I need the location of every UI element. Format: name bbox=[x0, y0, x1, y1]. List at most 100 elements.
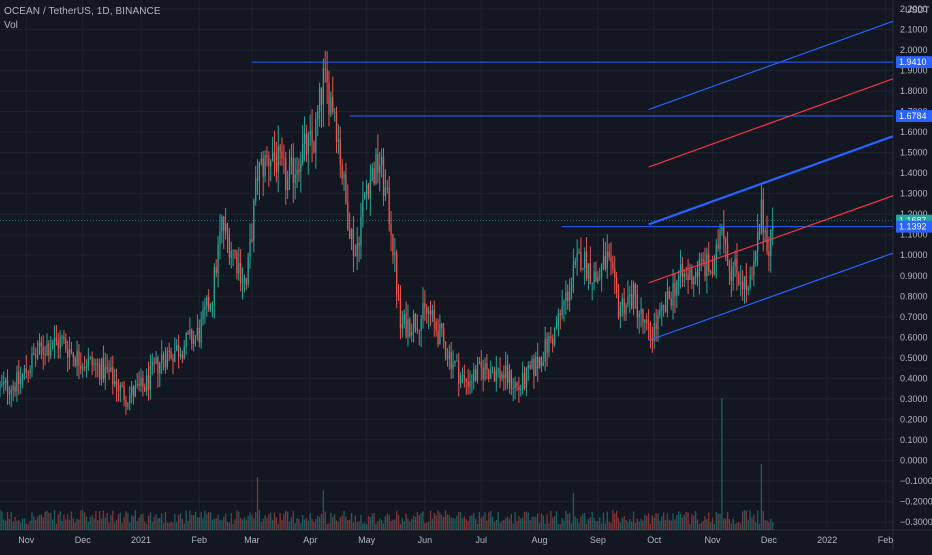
volume-bar bbox=[87, 522, 90, 530]
candle-body bbox=[441, 324, 443, 329]
candle-body bbox=[715, 244, 717, 261]
candle-body bbox=[719, 230, 721, 249]
volume-bar bbox=[661, 516, 663, 530]
volume-bar bbox=[753, 514, 755, 530]
candle-body bbox=[181, 354, 184, 359]
candle-body bbox=[307, 134, 309, 155]
volume-bar bbox=[144, 521, 146, 530]
time-tick-label: Nov bbox=[705, 535, 722, 545]
volume-bar bbox=[619, 522, 622, 530]
volume-bar bbox=[685, 511, 687, 530]
price-tick-label: −0.1000 bbox=[900, 476, 932, 486]
candle-body bbox=[132, 386, 135, 397]
candle-body bbox=[435, 321, 437, 331]
candle-body bbox=[456, 360, 458, 362]
candle-body bbox=[356, 243, 358, 257]
volume-bar bbox=[183, 523, 185, 530]
volume-bar bbox=[279, 513, 281, 530]
candle-body bbox=[168, 350, 170, 352]
volume-bar bbox=[614, 513, 616, 530]
volume-bar bbox=[275, 517, 278, 530]
volume-bar bbox=[102, 510, 105, 530]
candle-body bbox=[365, 184, 368, 195]
candle-body bbox=[732, 266, 734, 281]
price-axis[interactable]: 2.20002.10002.00001.90001.80001.70001.60… bbox=[900, 4, 932, 527]
volume-bar bbox=[505, 517, 507, 530]
candle-body bbox=[634, 283, 637, 295]
time-axis[interactable]: Nov Dec 2021 Feb Mar Apr May Jun Jul Aug Sep Oct Nov… bbox=[18, 535, 893, 545]
volume-bar bbox=[228, 522, 231, 530]
candle-body bbox=[112, 367, 114, 385]
candle-body bbox=[523, 372, 526, 389]
candle-body bbox=[623, 298, 625, 315]
candle-body bbox=[292, 157, 294, 184]
candle-body bbox=[533, 358, 535, 376]
volume-bar bbox=[696, 519, 699, 530]
candle-body bbox=[723, 226, 725, 239]
volume-bar bbox=[672, 513, 674, 530]
volume-bar bbox=[527, 512, 529, 530]
candle-body bbox=[632, 283, 635, 309]
volume-bar bbox=[14, 516, 16, 530]
candle-body bbox=[117, 390, 120, 392]
candle-body bbox=[51, 346, 54, 350]
volume-bar bbox=[411, 519, 413, 530]
candle-body bbox=[153, 362, 155, 364]
candle-body bbox=[339, 139, 341, 165]
candle-body bbox=[142, 377, 144, 387]
candle-body bbox=[527, 365, 529, 368]
volume-bar bbox=[443, 516, 445, 530]
candle-body bbox=[123, 385, 125, 401]
volume-bar bbox=[604, 523, 607, 530]
volume-bar bbox=[35, 519, 37, 530]
volume-bar bbox=[1, 511, 3, 530]
volume-bar bbox=[521, 517, 524, 530]
volume-bar bbox=[305, 518, 308, 530]
volume-bar bbox=[469, 516, 471, 530]
volume-bar bbox=[110, 514, 112, 530]
volume-bar bbox=[20, 522, 22, 530]
volume-bar bbox=[636, 518, 638, 530]
price-tick-label: 0.8000 bbox=[900, 291, 928, 301]
volume-bar bbox=[486, 520, 488, 530]
candle-body bbox=[606, 251, 608, 269]
candle-body bbox=[87, 357, 90, 367]
volume-bar bbox=[78, 519, 80, 530]
volume-bar bbox=[426, 522, 428, 530]
volume-bar bbox=[294, 523, 296, 530]
volume-bar bbox=[516, 521, 518, 530]
candle-body bbox=[617, 293, 620, 318]
volume-bar bbox=[311, 518, 313, 530]
candle-body bbox=[110, 367, 112, 372]
candle-body bbox=[27, 372, 29, 374]
candle-body bbox=[454, 361, 456, 364]
price-tick-label: 2.2000 bbox=[900, 4, 928, 14]
candle-body bbox=[380, 156, 383, 166]
time-tick-label: Oct bbox=[647, 535, 662, 545]
candle-body bbox=[678, 276, 680, 282]
candle-body bbox=[770, 229, 772, 256]
volume-bar bbox=[360, 514, 362, 530]
horizontal-levels[interactable] bbox=[0, 61, 893, 228]
candle-body bbox=[760, 199, 763, 234]
volume-bar bbox=[726, 511, 729, 530]
candle-body bbox=[693, 277, 695, 284]
volume-bar bbox=[256, 477, 259, 530]
volume-bar bbox=[736, 522, 738, 530]
trend-lines[interactable] bbox=[648, 20, 894, 341]
candle-body bbox=[587, 263, 590, 279]
candle-body bbox=[221, 216, 223, 232]
candle-body bbox=[420, 318, 422, 331]
candle-body bbox=[394, 252, 396, 256]
volume-indicator-label[interactable]: Vol bbox=[4, 20, 18, 31]
candle-body bbox=[625, 304, 627, 315]
candle-body bbox=[390, 223, 392, 235]
volume-bar bbox=[364, 522, 366, 530]
volume-bar bbox=[491, 516, 494, 530]
price-tick-label: 0.0000 bbox=[900, 455, 928, 465]
volume-bar bbox=[234, 519, 236, 530]
candle-body bbox=[589, 263, 591, 284]
candle-body bbox=[100, 358, 103, 380]
